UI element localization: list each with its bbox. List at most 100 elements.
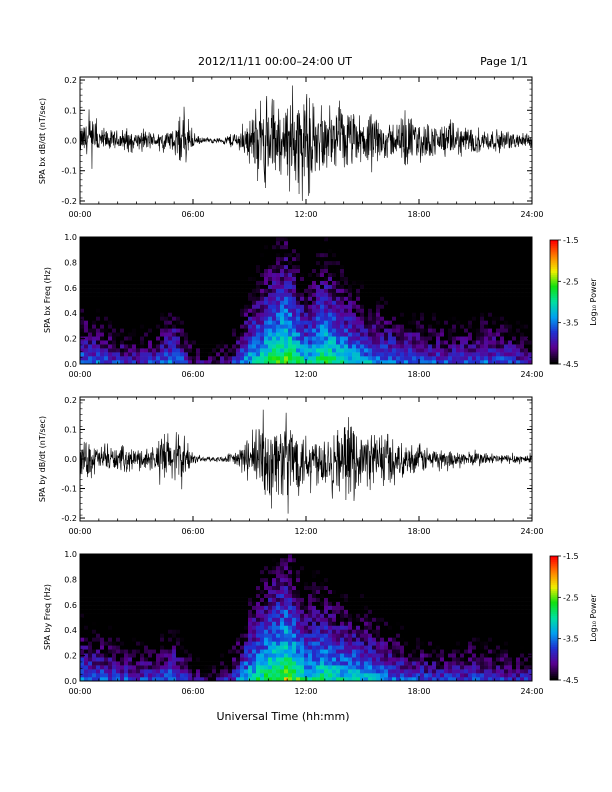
spectrogram-cell (92, 613, 97, 618)
spectrogram-cell (144, 677, 149, 682)
spectrogram-cell (152, 348, 157, 353)
spectrogram-cell (448, 268, 453, 274)
spectrogram-cell (240, 360, 245, 365)
spectrogram-cell (120, 244, 125, 250)
spectrogram-cell (216, 360, 221, 365)
spectrogram-cell (336, 268, 341, 274)
spectrogram-cell (516, 332, 521, 337)
spectrogram-cell (256, 244, 261, 250)
spectrogram-cell (112, 284, 117, 289)
spectrogram-cell (420, 252, 425, 258)
spectrogram-cell (232, 312, 237, 317)
spectrogram-cell (88, 637, 93, 642)
spectrogram-cell (420, 276, 425, 281)
spectrogram-cell (168, 316, 173, 321)
spectrogram-cell (292, 300, 297, 305)
spectrogram-cell (196, 649, 201, 654)
spectrogram-cell (236, 324, 241, 329)
spectrogram-cell (236, 240, 241, 246)
spectrogram-cell (208, 237, 213, 242)
spectrogram-cell (328, 304, 333, 309)
spectrogram-cell (248, 252, 253, 258)
spectrogram-cell (420, 248, 425, 254)
spectrogram-cell (176, 561, 181, 567)
spectrogram-cell (172, 252, 177, 258)
spectrogram-cell (524, 316, 529, 321)
spectrogram-cell (364, 304, 369, 309)
spectrogram-cell (84, 609, 89, 614)
spectrogram-cell (392, 344, 397, 349)
spectrogram-cell (248, 268, 253, 274)
spectrogram-cell (300, 292, 305, 297)
spectrogram-cell (476, 340, 481, 345)
spectrogram-cell (80, 237, 85, 242)
spectrogram-cell (172, 320, 177, 325)
spectrogram-cell (528, 300, 533, 305)
spectrogram-cell (516, 240, 521, 246)
spectrogram-cell (508, 300, 513, 305)
spectrogram-cell (152, 276, 157, 281)
spectrogram-cell (520, 272, 525, 277)
spectrogram-cell (180, 320, 185, 325)
spectrogram-cell (240, 292, 245, 297)
spectrogram-cell (192, 316, 197, 321)
spectrogram-cell (424, 272, 429, 277)
spectrogram-cell (376, 280, 381, 285)
spectrogram-cell (104, 649, 109, 654)
spectrogram-cell (436, 300, 441, 305)
spectrogram-cell (184, 360, 189, 365)
spectrogram-cell (88, 665, 93, 670)
spectrogram-cell (96, 565, 101, 571)
spectrogram-cell (384, 240, 389, 246)
spectrogram-cell (304, 272, 309, 277)
spectrogram-cell (288, 252, 293, 258)
spectrogram-cell (104, 645, 109, 650)
spectrogram-cell (192, 292, 197, 297)
spectrogram-cell (188, 348, 193, 353)
spectrogram-cell (200, 308, 205, 313)
spectrogram-cell (432, 316, 437, 321)
y-tick-label: 0.0 (64, 137, 77, 146)
y-tick-label: 0.2 (64, 76, 77, 85)
spectrogram-cell (132, 561, 137, 567)
spectrogram-cell (392, 240, 397, 246)
spectrogram-cell (428, 300, 433, 305)
spectrogram-cell (264, 336, 269, 341)
spectrogram-cell (152, 645, 157, 650)
spectrogram-cell (372, 300, 377, 305)
spectrogram-cell (464, 352, 469, 357)
spectrogram-cell (184, 328, 189, 333)
spectrogram-cell (100, 649, 105, 654)
spectrogram-cell (220, 260, 225, 266)
spectrogram-cell (388, 300, 393, 305)
spectrogram-cell (416, 284, 421, 289)
spectrogram-cell (400, 312, 405, 317)
spectrogram-cell (412, 344, 417, 349)
spectrogram-cell (496, 320, 501, 325)
spectrogram-cell (156, 276, 161, 281)
spectrogram-cell (108, 360, 113, 365)
spectrogram-cell (416, 316, 421, 321)
spectrogram-cell (320, 237, 325, 242)
spectrogram-cell (212, 240, 217, 246)
spectrogram-cell (528, 284, 533, 289)
spectrogram-cell (104, 332, 109, 337)
spectrogram-cell (180, 360, 185, 365)
spectrogram-cell (80, 573, 85, 579)
spectrogram-cell (440, 276, 445, 281)
spectrogram-cell (168, 344, 173, 349)
spectrogram-cell (140, 356, 145, 361)
spectrogram-cell (256, 316, 261, 321)
spectrogram-cell (236, 360, 241, 365)
spectrogram-cell (184, 268, 189, 274)
spectrogram-cell (140, 336, 145, 341)
spectrogram-cell (308, 316, 313, 321)
spectrogram-cell (104, 296, 109, 301)
spectrogram-cell (92, 585, 97, 591)
spectrogram-cell (184, 264, 189, 270)
spectrogram-cell (184, 292, 189, 297)
spectrogram-cell (260, 252, 265, 258)
spectrogram-cell (204, 352, 209, 357)
spectrogram-cell (136, 554, 141, 559)
spectrogram-cell (180, 256, 185, 262)
